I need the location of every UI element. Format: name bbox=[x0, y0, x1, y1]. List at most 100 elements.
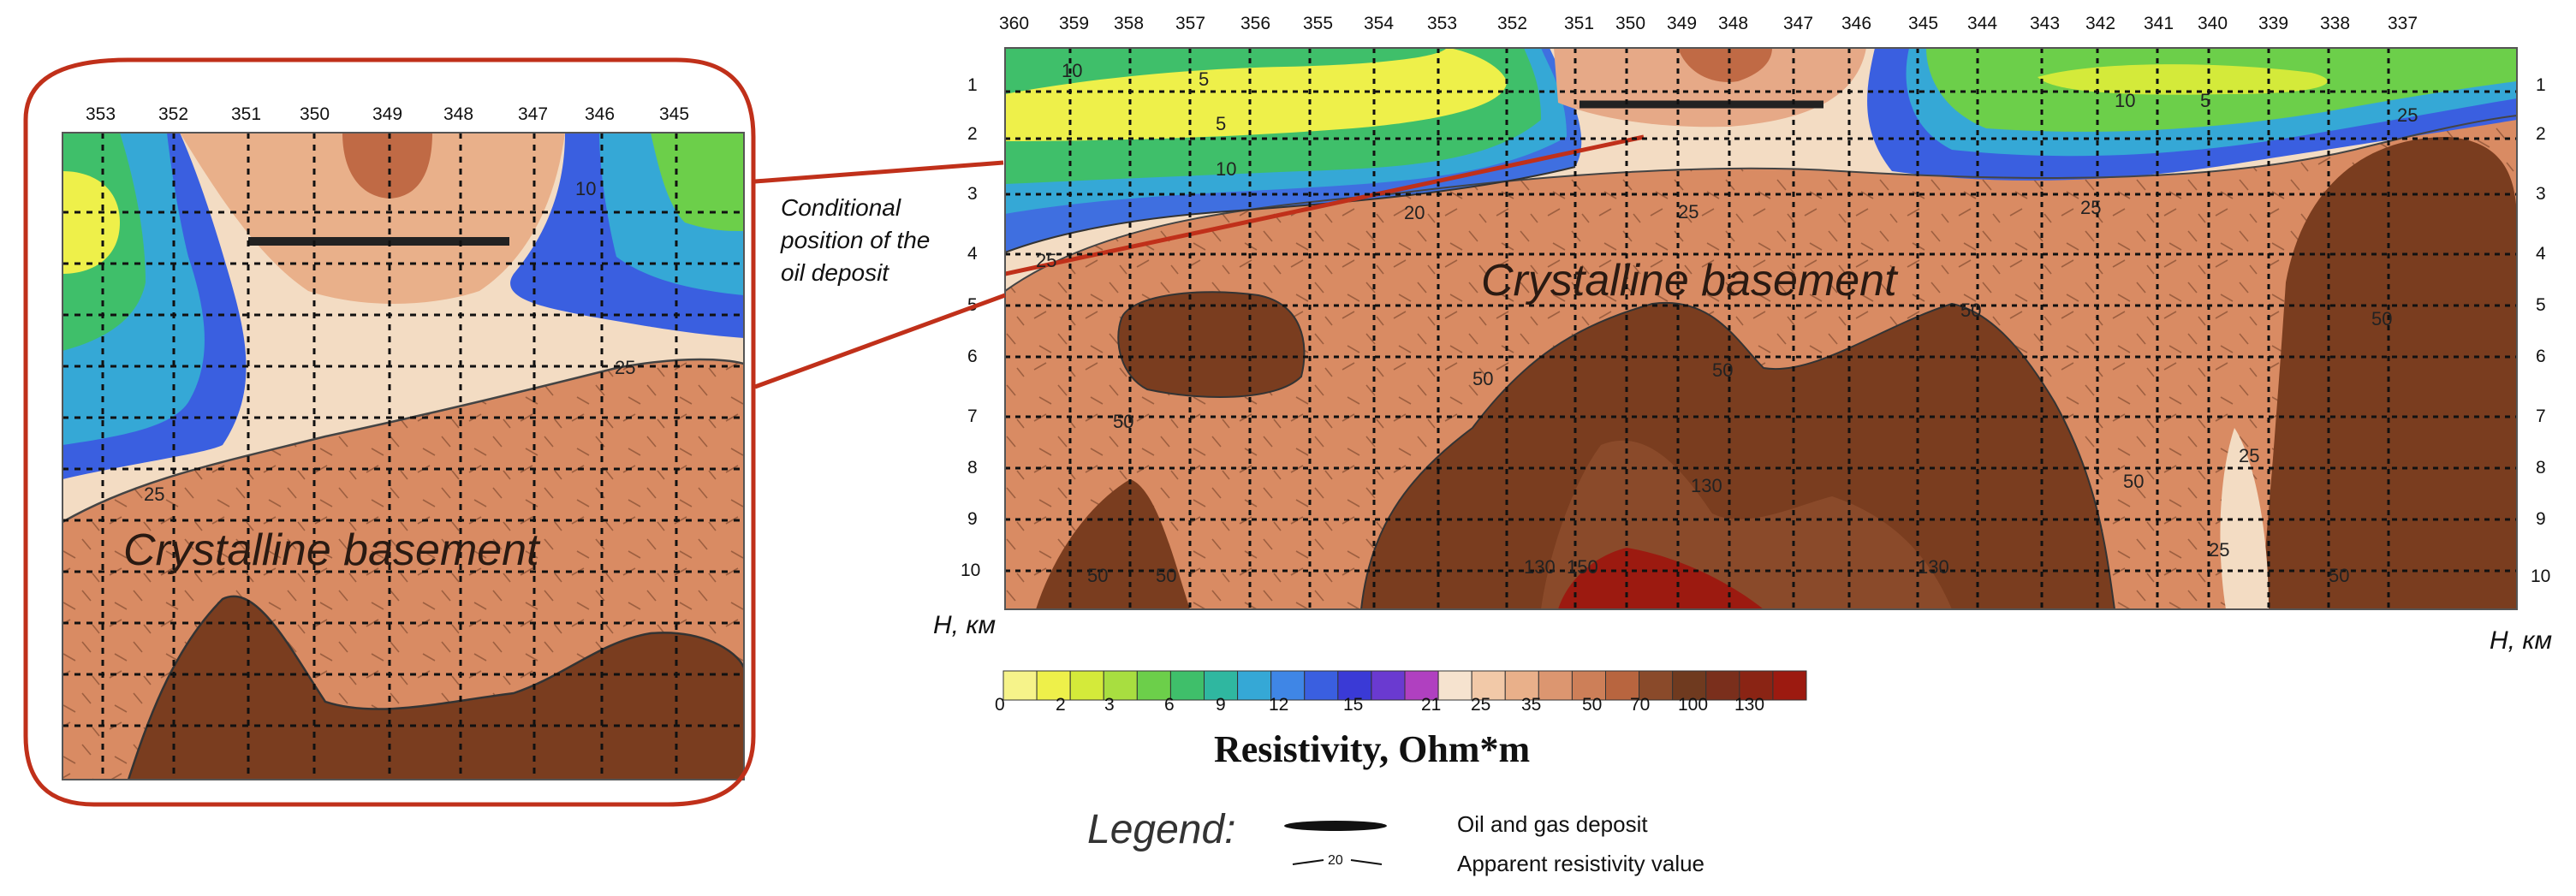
contour-label: 130 bbox=[1524, 556, 1556, 578]
legend-title: Legend: bbox=[1087, 807, 1236, 852]
svg-text:6: 6 bbox=[1164, 695, 1175, 715]
svg-text:5: 5 bbox=[2536, 295, 2546, 315]
svg-text:3: 3 bbox=[1104, 695, 1115, 715]
svg-text:351: 351 bbox=[231, 104, 261, 124]
contour-label: 50 bbox=[1472, 368, 1493, 389]
color-swatch bbox=[1304, 670, 1339, 701]
contour-label: 50 bbox=[1712, 359, 1733, 381]
svg-text:position of the: position of the bbox=[780, 227, 930, 253]
svg-text:351: 351 bbox=[1564, 14, 1594, 33]
contour-label: 5 bbox=[1216, 113, 1226, 134]
color-scale-ticks: 0 2 3 6 9 12 15 21 25 35 50 70 100 130 bbox=[995, 695, 1764, 715]
color-swatch bbox=[1337, 670, 1372, 701]
contour-label: 50 bbox=[1113, 411, 1133, 432]
svg-text:3: 3 bbox=[967, 184, 978, 204]
svg-text:10: 10 bbox=[961, 561, 980, 580]
legend-sample-value: 20 bbox=[1328, 853, 1343, 868]
svg-text:2: 2 bbox=[1056, 695, 1066, 715]
inset-zoom-section: 10 25 25 Crystalline basement bbox=[62, 133, 744, 780]
color-swatch bbox=[1136, 670, 1171, 701]
svg-text:341: 341 bbox=[2144, 14, 2174, 33]
svg-text:359: 359 bbox=[1059, 14, 1089, 33]
svg-text:4: 4 bbox=[967, 244, 978, 264]
color-scale-title: Resistivity, Ohm*m bbox=[1214, 728, 1530, 770]
color-swatch bbox=[1036, 670, 1071, 701]
svg-text:50: 50 bbox=[1582, 695, 1602, 715]
contour-label: 50 bbox=[1960, 300, 1981, 321]
svg-text:353: 353 bbox=[86, 104, 116, 124]
contour-label: 5 bbox=[1199, 68, 1209, 90]
color-swatch bbox=[1739, 670, 1774, 701]
basement-label: Crystalline basement bbox=[1481, 256, 1899, 306]
color-swatch bbox=[1103, 670, 1138, 701]
contour-label: 150 bbox=[1567, 556, 1598, 578]
depth-axis-right: 1 2 3 4 5 6 7 8 9 10 H, км bbox=[2490, 75, 2552, 655]
svg-text:342: 342 bbox=[2085, 14, 2115, 33]
svg-text:1: 1 bbox=[967, 75, 978, 95]
svg-text:340: 340 bbox=[2198, 14, 2228, 33]
svg-text:100: 100 bbox=[1678, 695, 1708, 715]
svg-text:349: 349 bbox=[372, 104, 402, 124]
contour-label: 25 bbox=[2080, 197, 2101, 218]
svg-text:2: 2 bbox=[967, 124, 978, 144]
color-swatch bbox=[1069, 670, 1104, 701]
svg-text:7: 7 bbox=[2536, 406, 2546, 426]
oil-deposit-symbol bbox=[1284, 821, 1387, 831]
inset-profile-axis: 353 352 351 350 349 348 347 346 345 bbox=[86, 104, 689, 124]
svg-text:4: 4 bbox=[2536, 244, 2546, 264]
svg-text:130: 130 bbox=[1734, 695, 1764, 715]
main-profile-axis: 360 359 358 357 356 355 354 353 352 351 … bbox=[999, 14, 2418, 33]
svg-text:344: 344 bbox=[1967, 14, 1997, 33]
svg-text:349: 349 bbox=[1667, 14, 1697, 33]
svg-text:346: 346 bbox=[1841, 14, 1871, 33]
svg-text:10: 10 bbox=[2531, 567, 2550, 586]
svg-text:350: 350 bbox=[300, 104, 330, 124]
color-swatch bbox=[1639, 670, 1674, 701]
svg-text:337: 337 bbox=[2388, 14, 2418, 33]
svg-text:354: 354 bbox=[1364, 14, 1394, 33]
contour-label: 25 bbox=[615, 357, 635, 378]
color-swatch bbox=[1270, 670, 1306, 701]
svg-text:70: 70 bbox=[1630, 695, 1650, 715]
contour-label: 130 bbox=[1918, 556, 1949, 578]
svg-text:338: 338 bbox=[2320, 14, 2350, 33]
svg-text:0: 0 bbox=[995, 695, 1005, 715]
color-swatch bbox=[1538, 670, 1573, 701]
contour-label: 10 bbox=[2115, 90, 2135, 111]
contour-label: 50 bbox=[2123, 471, 2144, 492]
svg-text:339: 339 bbox=[2258, 14, 2288, 33]
svg-text:352: 352 bbox=[158, 104, 188, 124]
svg-text:348: 348 bbox=[1718, 14, 1748, 33]
svg-text:347: 347 bbox=[1783, 14, 1813, 33]
callout-connector bbox=[754, 160, 1006, 389]
svg-text:352: 352 bbox=[1497, 14, 1527, 33]
contour-label: 20 bbox=[1404, 202, 1425, 223]
contour-label: 25 bbox=[1678, 201, 1698, 223]
color-swatch bbox=[1437, 670, 1472, 701]
svg-text:8: 8 bbox=[2536, 458, 2546, 478]
svg-text:357: 357 bbox=[1175, 14, 1205, 33]
svg-text:345: 345 bbox=[659, 104, 689, 124]
legend: Legend: Oil and gas deposit 20 Apparent … bbox=[1087, 807, 1704, 876]
contour-label: 130 bbox=[1691, 475, 1722, 496]
contour-label: 25 bbox=[2209, 539, 2229, 561]
contour-label: 25 bbox=[2397, 104, 2418, 126]
resistivity-isoline-symbol bbox=[1292, 859, 1383, 865]
color-swatch bbox=[1237, 670, 1272, 701]
svg-text:355: 355 bbox=[1303, 14, 1333, 33]
svg-text:356: 356 bbox=[1240, 14, 1270, 33]
svg-text:15: 15 bbox=[1343, 695, 1363, 715]
svg-text:358: 358 bbox=[1114, 14, 1144, 33]
svg-text:7: 7 bbox=[967, 406, 978, 426]
inset-basement-label: Crystalline basement bbox=[123, 525, 541, 575]
svg-text:21: 21 bbox=[1421, 695, 1441, 715]
contour-label: 10 bbox=[1062, 60, 1082, 81]
svg-text:12: 12 bbox=[1269, 695, 1288, 715]
svg-text:oil deposit: oil deposit bbox=[781, 259, 889, 286]
svg-text:343: 343 bbox=[2030, 14, 2060, 33]
contour-label: 5 bbox=[2200, 90, 2210, 111]
inset-callout-outline bbox=[23, 57, 756, 807]
svg-text:350: 350 bbox=[1615, 14, 1645, 33]
color-swatch bbox=[1672, 670, 1707, 701]
